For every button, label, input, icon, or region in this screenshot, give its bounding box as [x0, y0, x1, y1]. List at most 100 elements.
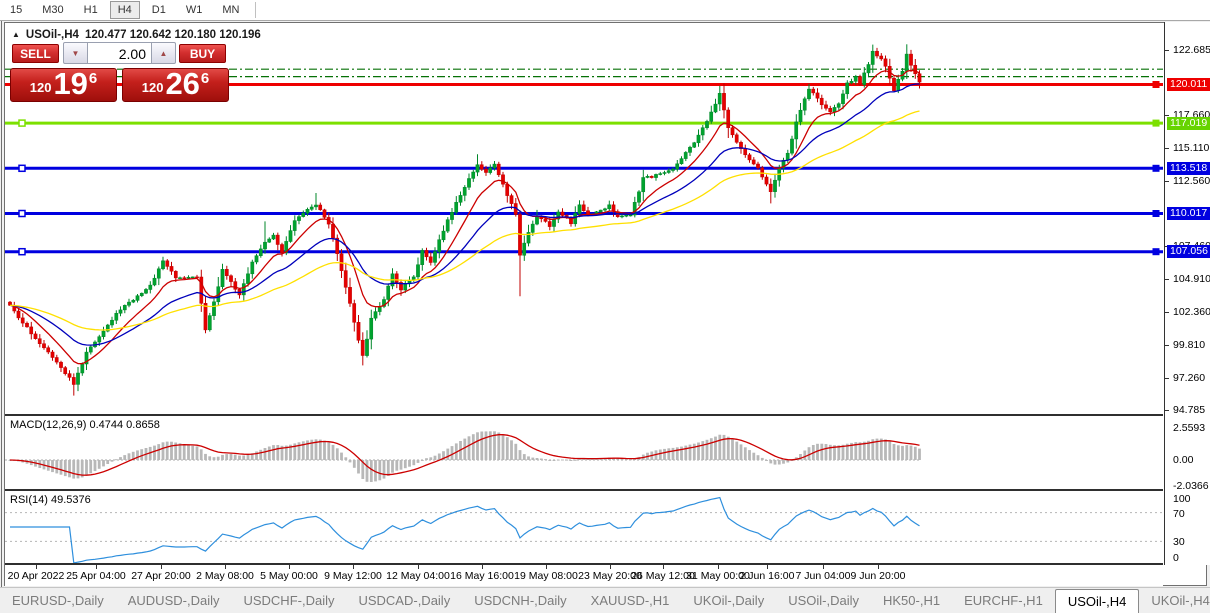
price-tick-mark — [1165, 312, 1169, 313]
rsi-scale-label: 30 — [1173, 536, 1185, 549]
buy-price-big: 26 — [165, 66, 200, 101]
symbol-tab-hk50-h1[interactable]: HK50-,H1 — [883, 593, 941, 608]
rsi-chart — [5, 496, 1163, 563]
sell-price-tile[interactable]: 120 19 6 — [10, 68, 117, 102]
price-level-label-120.011: 120.011 — [1167, 78, 1210, 91]
symbol-tab-usdchf-daily[interactable]: USDCHF-,Daily — [243, 593, 335, 608]
window-frame-edge — [1, 21, 2, 587]
time-tick — [878, 565, 879, 569]
trade-controls-row: SELL ▼ 2.00 ▲ BUY — [8, 42, 232, 64]
chart-header: ▲ USOil-,H4 120.477 120.642 120.180 120.… — [12, 28, 261, 42]
symbol-tab-usoil-h4[interactable]: USOil-,H4 — [1054, 589, 1140, 613]
one-click-trade-panel: SELL ▼ 2.00 ▲ BUY 120 19 6 120 26 6 — [8, 42, 232, 102]
red-level-120.011-right-handle[interactable] — [1152, 81, 1160, 88]
timeframe-button-h1[interactable]: H1 — [83, 4, 98, 16]
blue-level-107.056-left-handle[interactable] — [18, 247, 26, 256]
macd-label: MACD(12,26,9) 0.4744 0.8658 — [10, 419, 160, 431]
macd-chart — [5, 431, 921, 482]
timeframe-button-15[interactable]: 15 — [10, 4, 23, 16]
blue-level-107.056-right-handle[interactable] — [1152, 248, 1160, 256]
slow-ma-line — [9, 110, 920, 331]
time-tick — [289, 565, 290, 569]
time-tick — [663, 565, 664, 569]
timeframe-button-d1[interactable]: D1 — [151, 4, 166, 16]
time-tick — [418, 565, 419, 569]
price-tick-label: 104.910 — [1173, 273, 1210, 285]
macd-scale-label: 0.00 — [1173, 454, 1194, 466]
timeframe-button-mn[interactable]: MN — [222, 4, 240, 16]
time-label: 9 Jun 20:00 — [850, 570, 906, 582]
symbol-tab-usdcad-daily[interactable]: USDCAD-,Daily — [358, 593, 451, 608]
rsi-indicator-panel[interactable]: RSI(14) 49.5376 — [5, 489, 1163, 565]
timeframe-button-m30[interactable]: M30 — [42, 4, 64, 16]
blue-level-110.017-right-handle[interactable] — [1152, 210, 1160, 217]
blue-level-113.518-left-handle[interactable] — [18, 164, 26, 173]
timeframe-button-w1[interactable]: W1 — [185, 4, 203, 16]
main-price-chart[interactable] — [5, 42, 1163, 414]
time-label: 25 Apr 04:00 — [66, 570, 126, 582]
fast-ma-line — [9, 69, 920, 365]
time-tick — [610, 565, 611, 569]
symbol-tab-usoil-daily[interactable]: USOil-,Daily — [788, 593, 859, 608]
time-label: 2 Jun 16:00 — [739, 570, 795, 582]
price-level-label-117.019: 117.019 — [1167, 117, 1210, 130]
toolbar-separator — [255, 2, 257, 18]
volume-decrease-button[interactable]: ▼ — [63, 42, 88, 64]
buy-price-tile[interactable]: 120 26 6 — [122, 68, 229, 102]
timeframe-toolbar: 15 M30 H1 H4 D1 W1 MN — [0, 0, 1210, 21]
time-label: 5 May 00:00 — [260, 570, 318, 582]
time-tick — [225, 565, 226, 569]
sell-price-handle: 120 — [29, 80, 52, 95]
price-tick-mark — [1165, 115, 1169, 116]
sell-button[interactable]: SELL — [12, 44, 59, 63]
time-label: 20 Apr 2022 — [7, 570, 65, 582]
time-label: 26 May 12:00 — [631, 570, 695, 582]
time-tick — [96, 565, 97, 569]
symbol-tab-ukoil-daily[interactable]: UKOil-,Daily — [693, 593, 765, 608]
buy-price-sup: 6 — [200, 70, 210, 87]
price-level-label-110.017: 110.017 — [1167, 207, 1210, 220]
macd-indicator-panel[interactable]: MACD(12,26,9) 0.4744 0.8658 — [5, 414, 1163, 489]
price-tick-label: 115.110 — [1173, 142, 1210, 154]
price-tick-label: 102.360 — [1173, 306, 1210, 318]
rsi-scale-label: 100 — [1173, 493, 1191, 505]
candlesticks — [8, 44, 922, 396]
collapse-triangle-icon[interactable]: ▲ — [12, 29, 20, 39]
time-tick — [823, 565, 824, 569]
rsi-scale-label: 70 — [1173, 507, 1185, 520]
price-tick-label: 112.560 — [1173, 175, 1210, 187]
price-tick-mark — [1165, 181, 1169, 182]
time-label: 9 May 12:00 — [324, 570, 382, 582]
lime-level-117.019-right-handle[interactable] — [1152, 119, 1160, 127]
time-label: 2 May 08:00 — [196, 570, 254, 582]
time-label: 19 May 08:00 — [514, 570, 578, 582]
time-tick — [482, 565, 483, 569]
time-axis[interactable]: 20 Apr 2022 25 Apr 04:00 27 Apr 20:00 2 May… — [5, 565, 1163, 586]
symbol-tab-eurchf-h1[interactable]: EURCHF-,H1 — [964, 593, 1043, 608]
macd-scale-label: 2.5593 — [1173, 421, 1206, 434]
symbol-tab-eurusd-daily[interactable]: EURUSD-,Daily — [12, 593, 104, 608]
rsi-label: RSI(14) 49.5376 — [10, 494, 91, 506]
volume-increase-button[interactable]: ▲ — [151, 42, 176, 64]
timeframe-button-h4[interactable]: H4 — [109, 1, 140, 19]
time-label: 27 Apr 20:00 — [131, 570, 191, 582]
price-tick-mark — [1165, 50, 1169, 51]
symbol-tab-usdcnh-daily[interactable]: USDCNH-,Daily — [474, 593, 567, 608]
symbol-tab-ukoil-h4[interactable]: UKOil-,H4 — [1151, 593, 1210, 608]
price-tick-label: 122.685 — [1173, 44, 1210, 56]
price-axis[interactable]: 122.685117.660115.110112.560107.460104.9… — [1164, 22, 1210, 565]
volume-input[interactable]: 2.00 — [88, 42, 151, 64]
time-label: 23 May 20:00 — [578, 570, 642, 582]
chart-symbol-title: USOil-,H4 — [25, 29, 79, 41]
symbol-tab-xauusd-h1[interactable]: XAUUSD-,H1 — [590, 593, 670, 608]
blue-level-113.518-right-handle[interactable] — [1152, 164, 1160, 172]
symbol-tab-audusd-daily[interactable]: AUDUSD-,Daily — [127, 593, 220, 608]
blue-level-110.017-left-handle[interactable] — [18, 209, 26, 218]
buy-button[interactable]: BUY — [179, 44, 226, 63]
symbol-tab-bar: EURUSD-,Daily AUDUSD-,Daily USDCHF-,Daily U… — [0, 587, 1210, 613]
time-tick — [161, 565, 162, 569]
lime-level-117.019-left-handle[interactable] — [18, 119, 26, 127]
price-level-label-113.518: 113.518 — [1167, 162, 1210, 175]
price-tick-mark — [1165, 410, 1169, 411]
